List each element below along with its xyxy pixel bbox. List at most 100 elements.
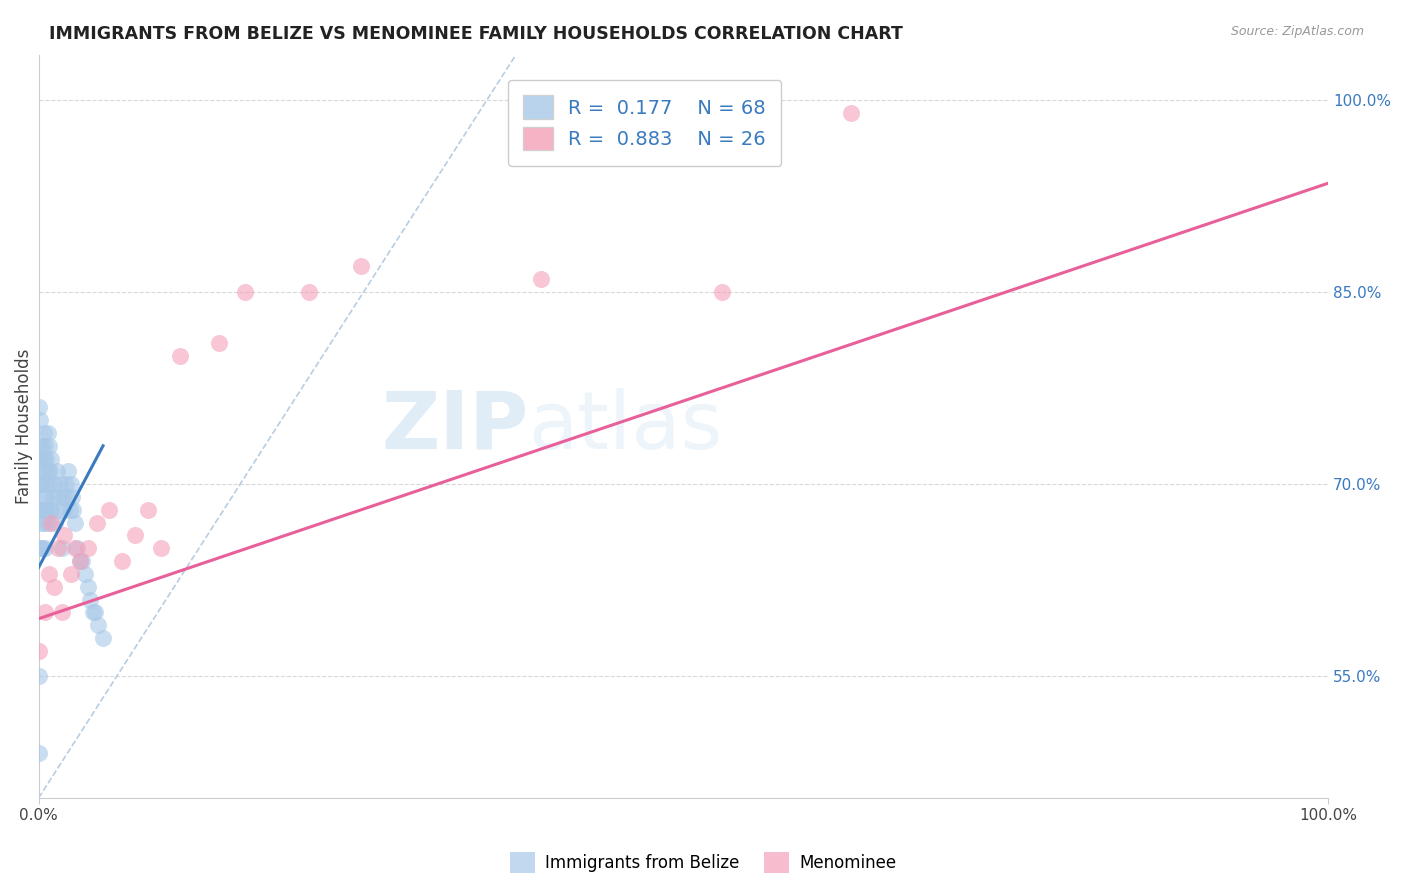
Point [55, 477, 77, 491]
Point [27, 451, 49, 466]
Point [28, 439, 51, 453]
Point [42, 477, 65, 491]
Point [51, 541, 73, 556]
Point [35, 490, 58, 504]
Point [31, 541, 53, 556]
Point [31, 516, 53, 530]
Point [839, 105, 862, 120]
Point [38, 566, 60, 581]
Point [39, 465, 62, 479]
Point [58, 503, 80, 517]
Point [76, 541, 98, 556]
Point [124, 528, 146, 542]
Point [34, 541, 56, 556]
Point [86, 516, 108, 530]
Point [38, 477, 60, 491]
Point [44, 516, 66, 530]
Point [32, 451, 55, 466]
Point [63, 541, 86, 556]
Point [53, 503, 76, 517]
Point [46, 490, 69, 504]
Point [27, 669, 49, 683]
Point [27, 644, 49, 658]
Point [62, 503, 84, 517]
Point [53, 528, 76, 542]
Point [59, 566, 82, 581]
Legend: R =  0.177    N = 68, R =  0.883    N = 26: R = 0.177 N = 68, R = 0.883 N = 26 [508, 79, 782, 166]
Point [37, 465, 59, 479]
Point [72, 554, 94, 568]
Point [28, 477, 51, 491]
Point [28, 503, 51, 517]
Text: atlas: atlas [529, 388, 723, 466]
Point [30, 541, 52, 556]
Point [31, 477, 53, 491]
Legend: Immigrants from Belize, Menominee: Immigrants from Belize, Menominee [503, 846, 903, 880]
Point [63, 516, 86, 530]
Point [42, 580, 65, 594]
Text: IMMIGRANTS FROM BELIZE VS MENOMINEE FAMILY HOUSEHOLDS CORRELATION CHART: IMMIGRANTS FROM BELIZE VS MENOMINEE FAMI… [49, 25, 903, 43]
Point [31, 503, 53, 517]
Point [84, 605, 107, 619]
Point [27, 401, 49, 415]
Point [52, 490, 75, 504]
Point [35, 451, 58, 466]
Point [59, 477, 82, 491]
Point [42, 490, 65, 504]
Point [45, 465, 67, 479]
Point [111, 554, 134, 568]
Point [28, 413, 51, 427]
Point [30, 503, 52, 517]
Point [32, 465, 55, 479]
Point [711, 285, 734, 299]
Point [31, 439, 53, 453]
Point [76, 580, 98, 594]
Point [37, 425, 59, 440]
Point [46, 541, 69, 556]
Text: ZIP: ZIP [381, 388, 529, 466]
Point [91, 631, 114, 645]
Point [298, 285, 321, 299]
Point [27, 746, 49, 760]
Point [530, 272, 553, 286]
Point [32, 490, 55, 504]
Point [39, 503, 62, 517]
Point [41, 451, 63, 466]
Point [34, 439, 56, 453]
Point [49, 477, 72, 491]
Point [35, 503, 58, 517]
Point [150, 541, 173, 556]
Point [98, 503, 121, 517]
Point [169, 349, 191, 363]
Point [233, 285, 256, 299]
Point [48, 503, 70, 517]
Text: Source: ZipAtlas.com: Source: ZipAtlas.com [1230, 25, 1364, 38]
Point [32, 516, 55, 530]
Point [79, 592, 101, 607]
Point [208, 336, 231, 351]
Point [41, 503, 63, 517]
Point [87, 618, 110, 632]
Point [41, 516, 63, 530]
Point [69, 554, 91, 568]
Point [350, 260, 373, 274]
Point [34, 503, 56, 517]
Point [73, 566, 96, 581]
Y-axis label: Family Households: Family Households [15, 349, 32, 504]
Point [37, 516, 59, 530]
Point [69, 554, 91, 568]
Point [30, 451, 52, 466]
Point [27, 541, 49, 556]
Point [136, 503, 159, 517]
Point [51, 605, 73, 619]
Point [27, 503, 49, 517]
Point [66, 541, 89, 556]
Point [58, 465, 80, 479]
Point [82, 605, 104, 619]
Point [60, 490, 83, 504]
Point [56, 490, 79, 504]
Point [38, 439, 60, 453]
Point [34, 605, 56, 619]
Point [32, 425, 55, 440]
Point [30, 465, 52, 479]
